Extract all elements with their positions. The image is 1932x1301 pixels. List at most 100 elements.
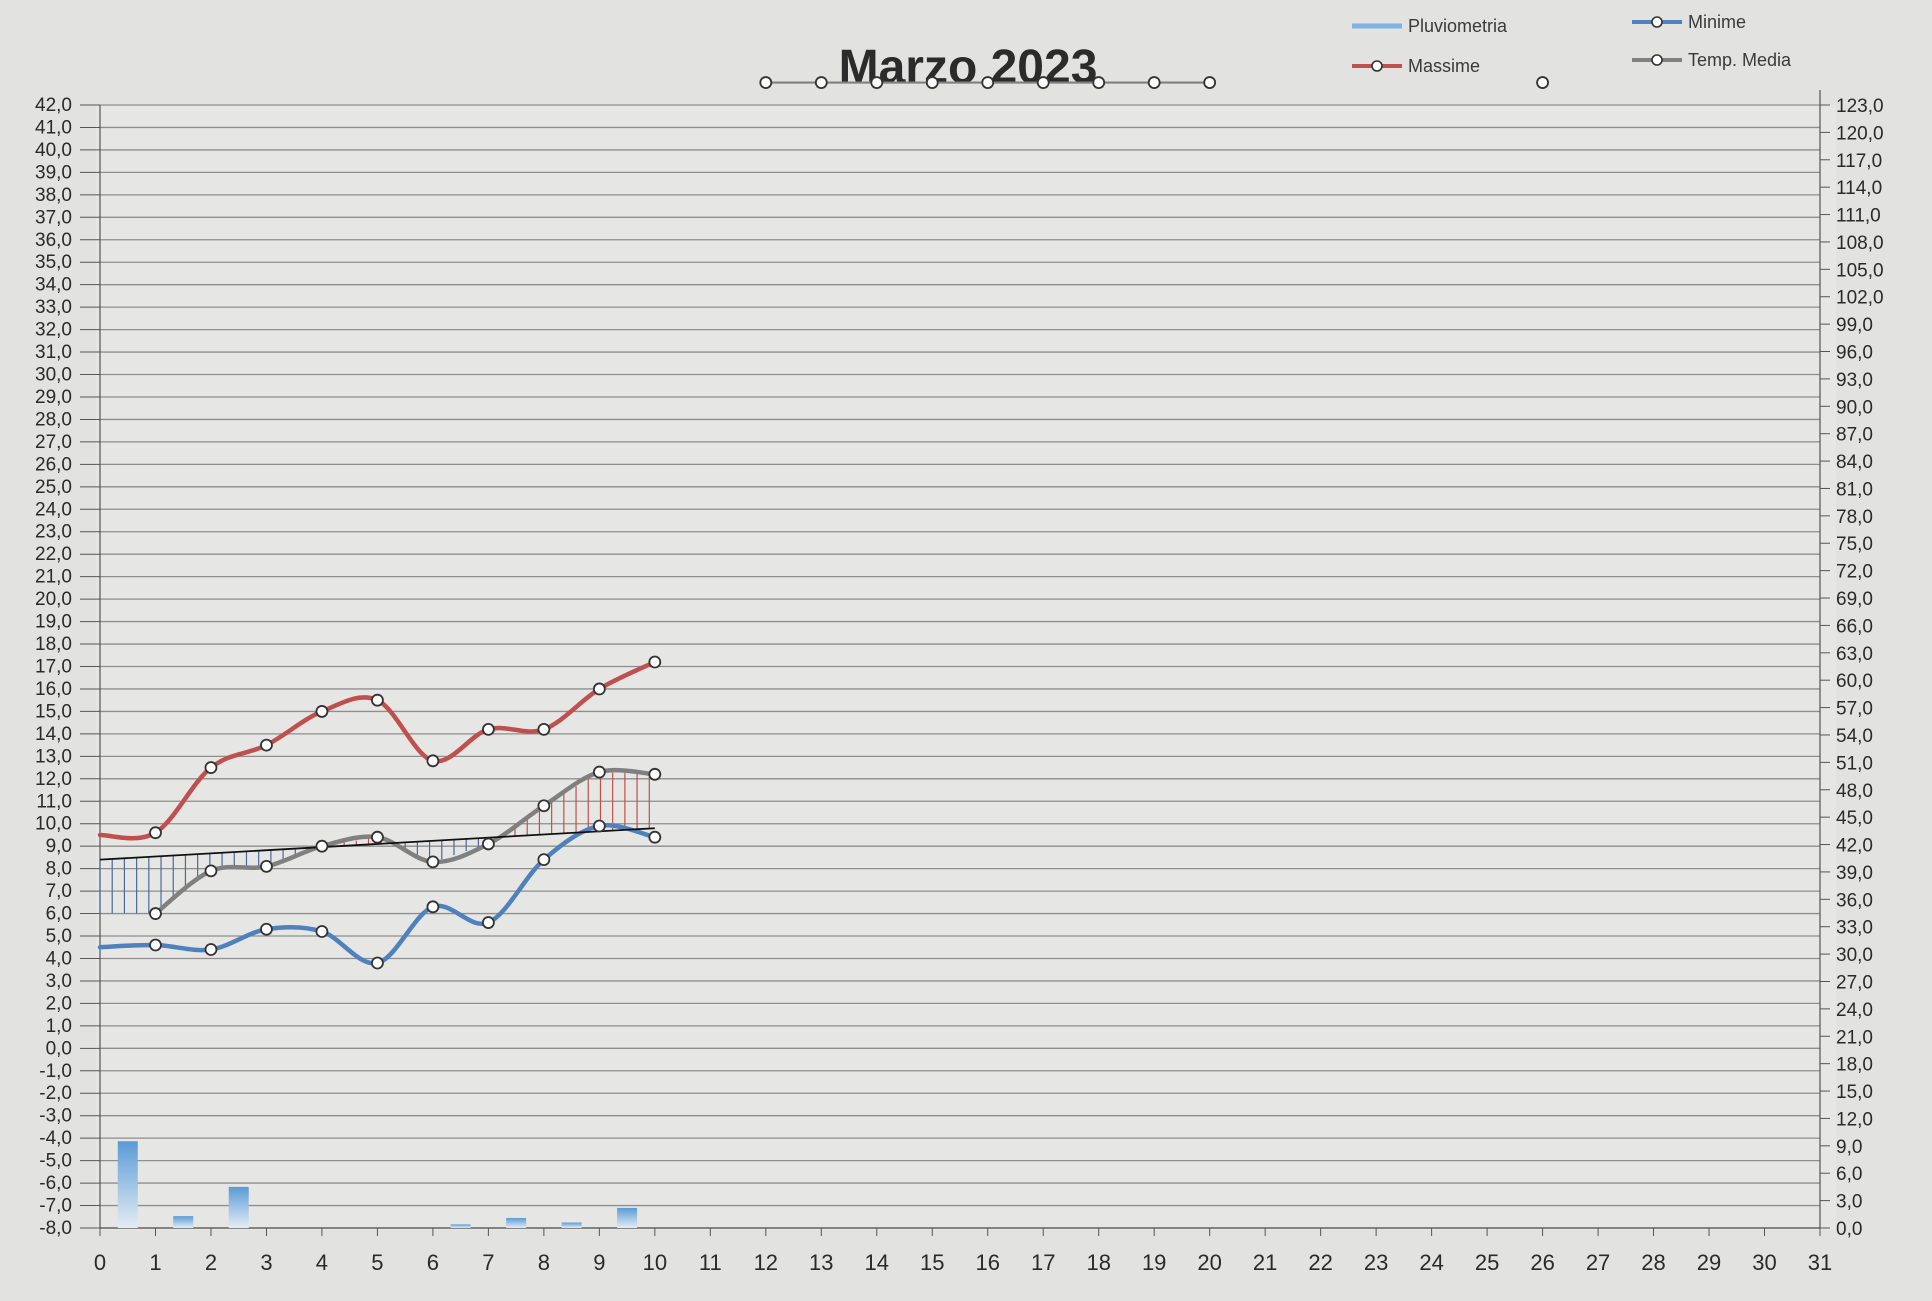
- y-axis-left: -8,0-7,0-6,0-5,0-4,0-3,0-2,0-1,00,01,02,…: [35, 95, 101, 1239]
- y-right-tick-label: 27,0: [1836, 972, 1873, 993]
- x-tick-label: 20: [1197, 1250, 1221, 1275]
- y-right-tick-label: 78,0: [1836, 507, 1873, 528]
- temp-media-upper-point: [1092, 76, 1106, 89]
- x-tick-label: 13: [809, 1250, 833, 1275]
- y-left-tick-label: 29,0: [35, 387, 72, 408]
- y-right-tick-label: 39,0: [1836, 863, 1873, 884]
- y-right-tick-label: 87,0: [1836, 425, 1873, 446]
- temp-media-point: [481, 837, 495, 851]
- temp-media-point: [537, 799, 551, 813]
- y-left-tick-label: 41,0: [35, 117, 72, 138]
- y-left-tick-label: 2,0: [46, 993, 72, 1014]
- legend: Pluviometria Minime Massime Temp. Media: [1352, 12, 1792, 76]
- y-right-tick-label: 81,0: [1836, 479, 1873, 500]
- y-left-tick-label: 39,0: [35, 162, 72, 183]
- series-points: [149, 76, 1549, 970]
- y-left-tick-label: 19,0: [35, 612, 72, 633]
- massime-point: [481, 722, 495, 736]
- temp-media-point: [592, 765, 606, 779]
- y-left-tick-label: 30,0: [35, 365, 72, 386]
- massime-point: [648, 655, 662, 669]
- legend-swatch-marker: [1651, 16, 1663, 28]
- y-right-tick-label: 18,0: [1836, 1055, 1873, 1076]
- y-left-tick-label: 13,0: [35, 746, 72, 767]
- y-right-tick-label: 48,0: [1836, 781, 1873, 802]
- legend-label: Temp. Media: [1688, 50, 1792, 70]
- legend-swatch-marker: [1651, 54, 1663, 66]
- pluviometria-bar: [617, 1207, 638, 1228]
- minime-point: [648, 830, 662, 844]
- x-tick-label: 27: [1586, 1250, 1610, 1275]
- y-right-tick-label: 96,0: [1836, 343, 1873, 364]
- temp-media-upper-point: [814, 76, 828, 89]
- y-left-tick-label: 0,0: [46, 1038, 72, 1059]
- y-left-tick-label: 28,0: [35, 409, 72, 430]
- temp-media-upper-point: [759, 76, 773, 89]
- plot-area: [96, 105, 1836, 1230]
- y-right-tick-label: 12,0: [1836, 1109, 1873, 1130]
- y-right-tick-label: 90,0: [1836, 397, 1873, 418]
- y-right-tick-label: 99,0: [1836, 315, 1873, 336]
- y-right-tick-label: 45,0: [1836, 808, 1873, 829]
- y-left-tick-label: 17,0: [35, 657, 72, 678]
- massime-point: [260, 738, 273, 752]
- y-left-tick-label: 38,0: [35, 185, 72, 206]
- y-left-tick-label: 27,0: [35, 432, 72, 453]
- y-left-tick-label: -4,0: [39, 1128, 72, 1149]
- y-left-tick-label: 36,0: [35, 230, 72, 251]
- y-left-tick-label: 15,0: [35, 701, 72, 722]
- temp-media-upper-point: [981, 76, 995, 89]
- x-tick-label: 24: [1419, 1250, 1443, 1275]
- x-tick-label: 19: [1142, 1250, 1166, 1275]
- y-left-tick-label: 14,0: [35, 724, 72, 745]
- y-left-tick-label: 42,0: [35, 95, 72, 116]
- minime-point: [149, 938, 162, 952]
- legend-label: Minime: [1688, 12, 1746, 32]
- y-left-tick-label: 11,0: [36, 791, 72, 812]
- x-tick-label: 4: [316, 1250, 328, 1275]
- y-right-tick-label: 102,0: [1836, 288, 1884, 309]
- y-left-tick-label: 21,0: [35, 567, 72, 588]
- y-right-tick-label: 30,0: [1836, 945, 1873, 966]
- x-tick-label: 29: [1697, 1250, 1721, 1275]
- massime-point: [371, 693, 384, 707]
- y-left-tick-label: 37,0: [35, 207, 72, 228]
- temp-media-upper-point: [1147, 76, 1161, 89]
- y-left-tick-label: 33,0: [35, 297, 72, 318]
- massime-point: [315, 705, 329, 718]
- y-left-tick-label: 3,0: [46, 971, 72, 992]
- x-tick-label: 21: [1253, 1250, 1277, 1275]
- y-axis-right: 0,0 3,0 6,0 9,0 12,0 15,0 18,0 21,0 24,0 27,0 30,0…: [1819, 90, 1884, 1240]
- pluviometria-bar: [506, 1217, 527, 1228]
- minime-point: [260, 922, 273, 936]
- legend-label: Massime: [1408, 56, 1480, 76]
- y-left-tick-label: -7,0: [39, 1196, 72, 1217]
- x-axis: 0 1 2 3 4 5 6 7 8 9 10 11 12 13 14 15 16 17 18 19 20 21 22 23 24…: [94, 1227, 1832, 1275]
- y-right-tick-label: 69,0: [1836, 589, 1873, 610]
- x-tick-label: 1: [149, 1250, 161, 1275]
- minime-point: [315, 925, 329, 938]
- minime-point: [537, 853, 551, 867]
- minime-point: [371, 956, 384, 970]
- y-left-tick-label: -8,0: [39, 1218, 72, 1239]
- x-tick-label: 12: [754, 1250, 778, 1275]
- pluviometria-bar: [561, 1222, 582, 1228]
- temp-media-point: [371, 830, 384, 844]
- x-tick-label: 28: [1641, 1250, 1665, 1275]
- pluviometria-bar: [117, 1141, 138, 1228]
- y-left-tick-label: -2,0: [39, 1083, 72, 1104]
- y-right-tick-label: 117,0: [1836, 151, 1882, 172]
- y-right-tick-label: 21,0: [1836, 1027, 1873, 1048]
- massime-point: [426, 754, 440, 768]
- temp-media-point: [315, 839, 329, 853]
- y-right-tick-label: 6,0: [1836, 1164, 1862, 1185]
- y-right-tick-label: 0,0: [1836, 1219, 1862, 1240]
- y-left-tick-label: -3,0: [39, 1106, 72, 1127]
- y-right-tick-label: 108,0: [1836, 233, 1884, 254]
- y-left-tick-label: 35,0: [35, 252, 72, 273]
- y-left-tick-label: 6,0: [46, 904, 72, 925]
- y-left-tick-label: 9,0: [46, 836, 72, 857]
- gridlines: [100, 104, 1820, 1229]
- y-left-tick-label: 31,0: [35, 342, 72, 363]
- x-tick-label: 3: [260, 1250, 272, 1275]
